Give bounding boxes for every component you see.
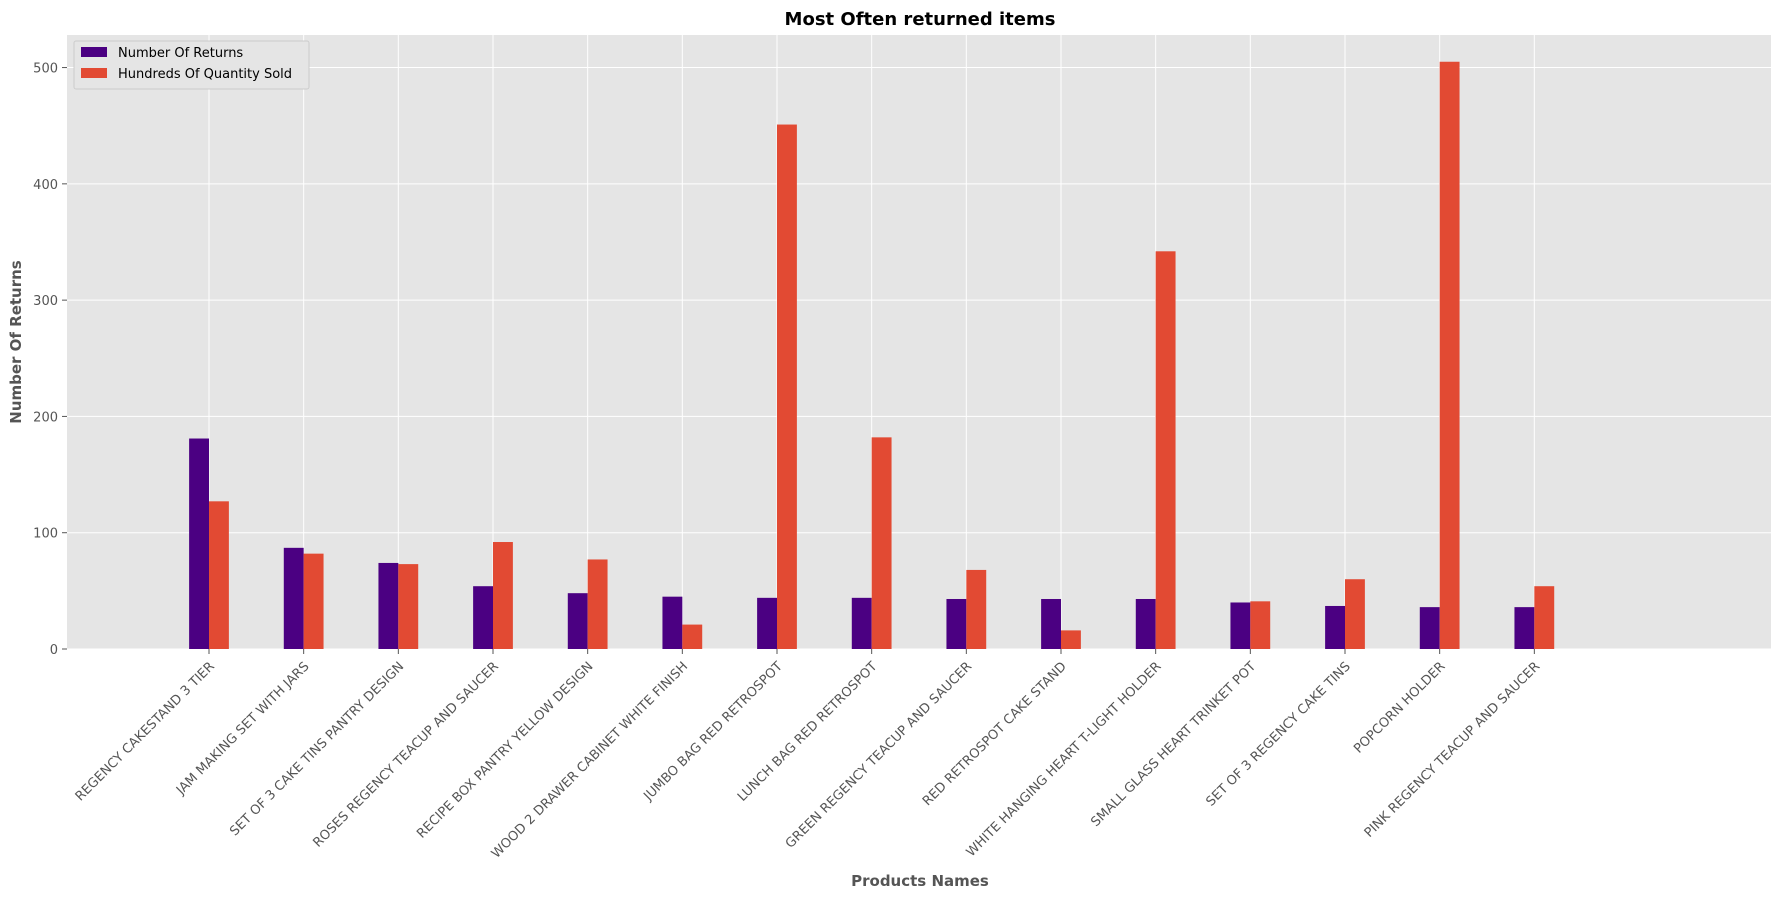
x-tick-label: PINK REGENCY TEACUP AND SAUCER xyxy=(1362,659,1543,840)
legend-swatch-returns xyxy=(81,47,107,57)
bar-returns xyxy=(946,598,967,649)
y-tick-label: 100 xyxy=(33,527,58,542)
bar-returns xyxy=(1325,605,1345,649)
bar-quantity-sold xyxy=(587,559,608,649)
x-tick-label: ROSES REGENCY TEACUP AND SAUCER xyxy=(310,659,501,850)
x-tick-label: SMALL GLASS HEART TRINKET POT xyxy=(1088,659,1259,830)
legend-label-quantity-sold: Hundreds Of Quantity Sold xyxy=(118,67,292,82)
chart-title: Most Often returned items xyxy=(785,9,1056,30)
y-tick-label: 0 xyxy=(50,643,58,658)
x-tick-label: WHITE HANGING HEART T-LIGHT HOLDER xyxy=(964,659,1165,860)
x-tick-label: RECIPE BOX PANTRY YELLOW DESIGN xyxy=(414,659,596,841)
bar-returns xyxy=(378,562,399,649)
bar-quantity-sold xyxy=(1534,586,1555,649)
bar-returns xyxy=(189,438,209,649)
bar-returns xyxy=(283,547,304,649)
x-tick-label: SET OF 3 CAKE TINS PANTRY DESIGN xyxy=(227,659,407,839)
y-tick-label: 500 xyxy=(33,62,58,77)
bar-quantity-sold xyxy=(398,564,419,649)
bar-quantity-sold xyxy=(1155,251,1176,649)
bar-returns xyxy=(567,593,588,649)
y-tick-label: 400 xyxy=(33,178,58,193)
bar-quantity-sold xyxy=(1250,601,1271,649)
bar-returns xyxy=(662,596,683,649)
x-tick-label: POPCORN HOLDER xyxy=(1351,659,1448,756)
legend-box xyxy=(73,40,310,90)
bar-quantity-sold xyxy=(966,569,987,649)
x-tick-label: GREEN REGENCY TEACUP AND SAUCER xyxy=(783,659,975,851)
legend-label-returns: Number Of Returns xyxy=(118,46,243,61)
bar-quantity-sold xyxy=(1345,579,1365,649)
bar-returns xyxy=(757,597,777,649)
x-axis-label: Products Names xyxy=(851,872,989,890)
bar-returns xyxy=(1041,598,1061,649)
bar-quantity-sold xyxy=(777,124,797,649)
bar-quantity-sold xyxy=(493,542,513,649)
bar-returns xyxy=(1230,602,1251,649)
legend: Number Of Returns Hundreds Of Quantity S… xyxy=(73,40,310,90)
bar-returns xyxy=(851,597,872,649)
bar-returns xyxy=(1135,598,1156,649)
bar-quantity-sold xyxy=(1439,61,1460,649)
bar-returns xyxy=(473,586,493,649)
bar-returns xyxy=(1514,607,1535,649)
bar-quantity-sold xyxy=(871,437,892,649)
y-tick-label: 300 xyxy=(33,294,58,309)
bar-quantity-sold xyxy=(303,553,324,649)
y-axis-label: Number Of Returns xyxy=(7,260,25,424)
bar-quantity-sold xyxy=(209,501,229,649)
legend-swatch-quantity-sold xyxy=(81,68,107,78)
plot-area xyxy=(67,35,1771,649)
bars-group xyxy=(189,61,1555,649)
bar-quantity-sold xyxy=(1061,630,1081,649)
y-tick-label: 200 xyxy=(33,410,58,425)
y-axis-ticks: 0 100 200 300 400 500 xyxy=(33,62,67,658)
bar-quantity-sold xyxy=(682,624,703,649)
bar-returns xyxy=(1419,607,1440,649)
x-tick-label: WOOD 2 DRAWER CABINET WHITE FINISH xyxy=(489,659,691,861)
